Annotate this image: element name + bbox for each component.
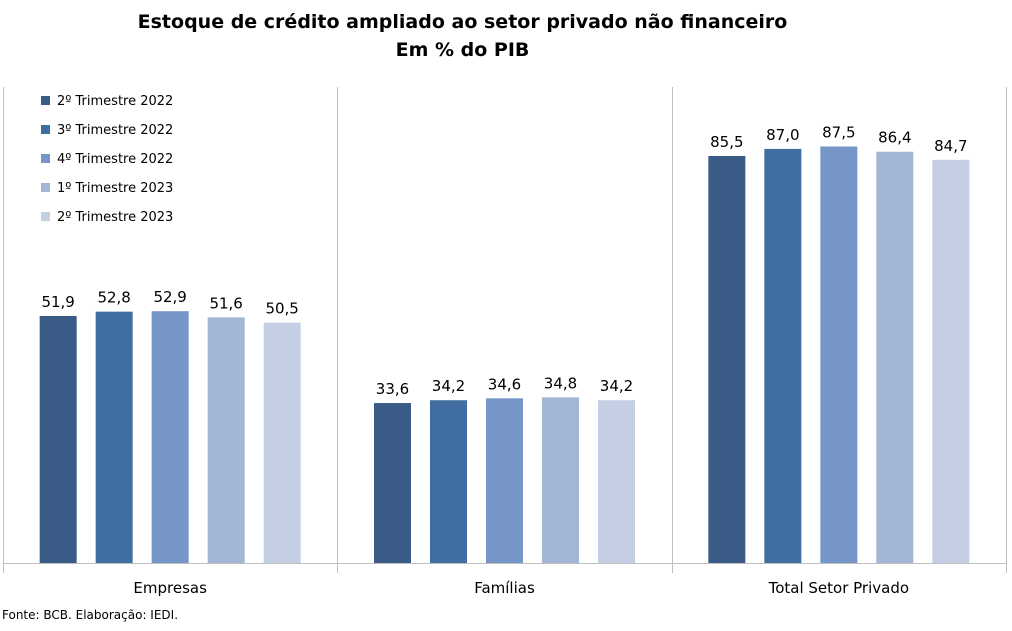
bar xyxy=(820,146,858,563)
chart-title: Estoque de crédito ampliado ao setor pri… xyxy=(0,8,925,64)
data-label: 34,2 xyxy=(600,377,633,395)
legend-swatch xyxy=(41,183,50,192)
bar xyxy=(263,322,301,563)
legend-entry: 4º Trimestre 2022 xyxy=(57,152,173,167)
chart-subtitle: Em % do PIB xyxy=(395,39,530,61)
bar xyxy=(95,311,133,563)
bar xyxy=(764,148,802,563)
data-label: 84,7 xyxy=(934,137,967,155)
legend-swatch xyxy=(41,125,50,134)
data-label: 86,4 xyxy=(878,129,911,147)
legend-swatch xyxy=(41,212,50,221)
legend-entry: 2º Trimestre 2022 xyxy=(57,94,173,109)
legend-swatch xyxy=(41,96,50,105)
data-label: 34,2 xyxy=(432,377,465,395)
bar xyxy=(486,398,523,563)
data-label: 34,6 xyxy=(488,375,521,393)
category-label: Famílias xyxy=(474,579,535,597)
bar xyxy=(876,151,914,563)
legend-swatch xyxy=(41,154,50,163)
bar xyxy=(374,403,411,563)
chart-title-line: Estoque de crédito ampliado ao setor pri… xyxy=(137,11,788,33)
category-label: Empresas xyxy=(133,579,207,597)
data-label: 51,6 xyxy=(209,294,242,312)
legend-entry: 1º Trimestre 2023 xyxy=(57,181,173,196)
data-label: 50,5 xyxy=(265,300,298,318)
bar xyxy=(708,156,746,563)
data-label: 85,5 xyxy=(710,133,743,151)
bar xyxy=(598,400,635,563)
bar xyxy=(151,311,189,563)
bars xyxy=(39,146,970,563)
category-label: Total Setor Privado xyxy=(768,579,909,597)
data-label: 51,9 xyxy=(41,293,74,311)
data-label: 87,5 xyxy=(822,124,855,142)
bar xyxy=(932,159,970,563)
data-label: 33,6 xyxy=(376,380,409,398)
source-note: Fonte: BCB. Elaboração: IEDI. xyxy=(2,608,179,622)
category-labels: Empresas Famílias Total Setor Privado xyxy=(133,579,909,597)
data-label: 52,9 xyxy=(153,288,186,306)
data-label: 34,8 xyxy=(544,374,577,392)
data-label: 52,8 xyxy=(97,289,130,307)
data-label: 87,0 xyxy=(766,126,799,144)
data-labels: 51,9 52,8 52,9 51,6 50,5 33,6 34,2 34,6 34,8 34,2… xyxy=(41,124,967,399)
legend-entry: 2º Trimestre 2023 xyxy=(57,210,173,225)
bar xyxy=(542,397,579,563)
legend: 2º Trimestre 2022 3º Trimestre 2022 4º Tri… xyxy=(41,94,173,225)
bar xyxy=(207,317,245,563)
bar xyxy=(39,315,77,563)
legend-entry: 3º Trimestre 2022 xyxy=(57,123,173,138)
bar xyxy=(430,400,467,563)
category-dividers xyxy=(3,87,1007,573)
